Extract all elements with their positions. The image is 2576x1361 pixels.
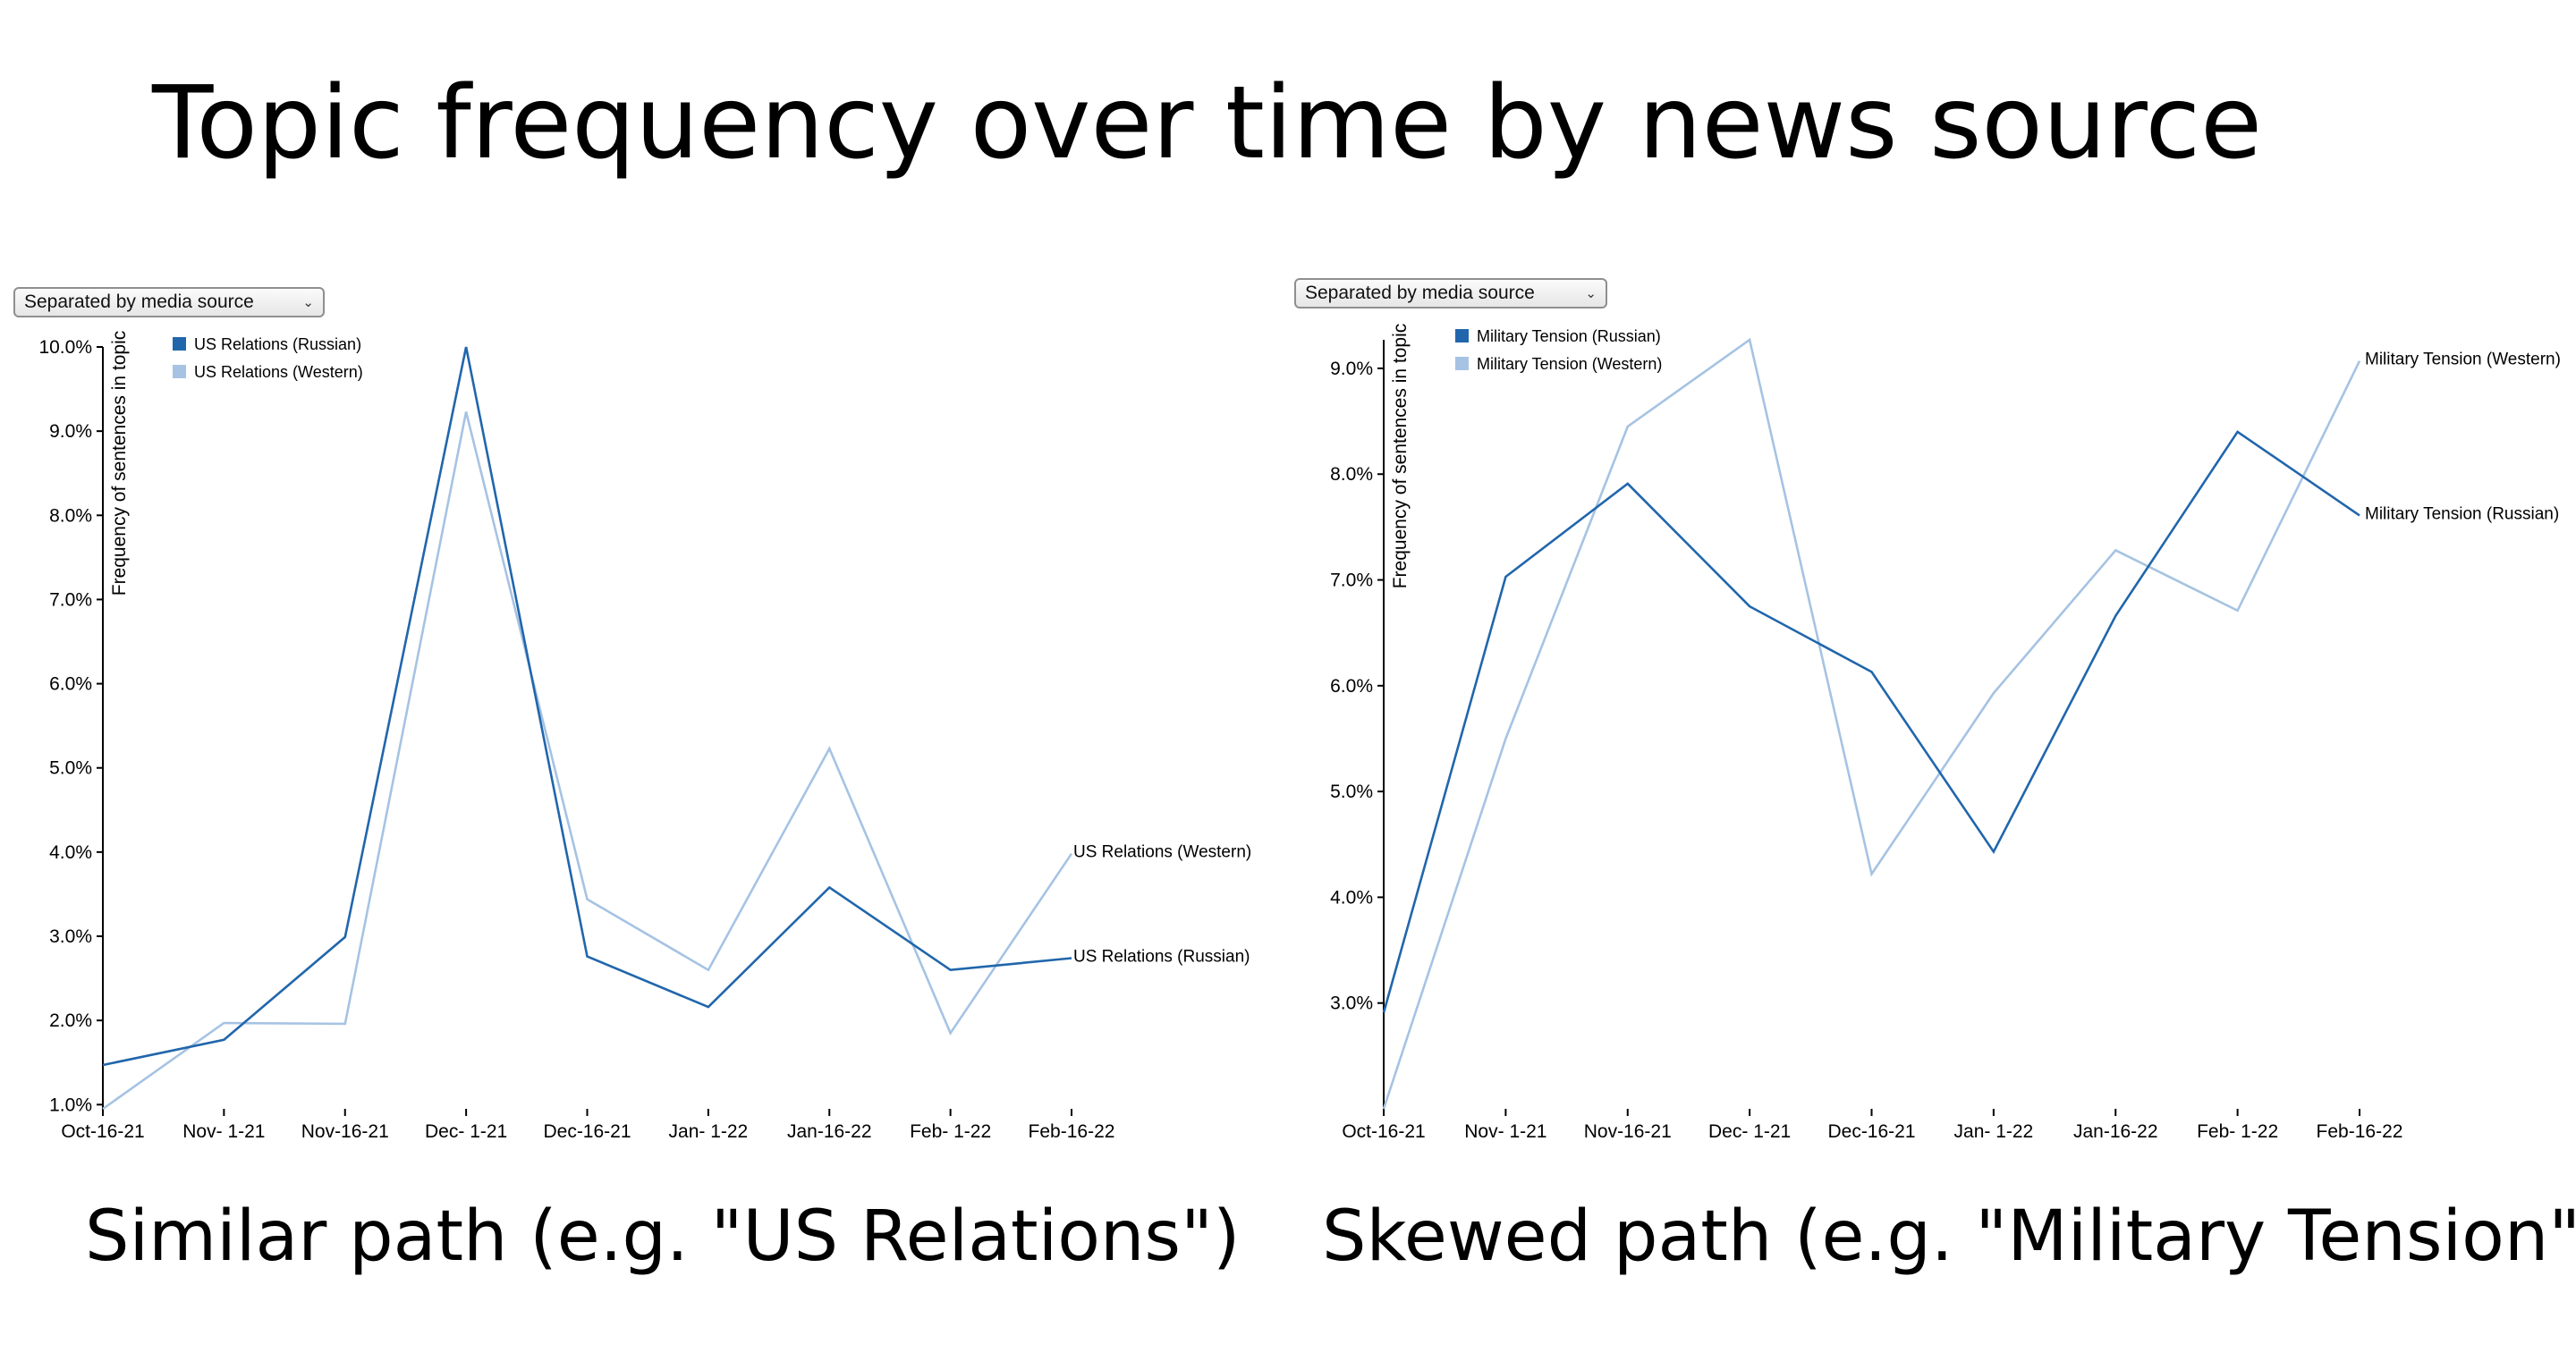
y-tick-label: 5.0% (49, 758, 92, 779)
y-tick-label: 3.0% (1330, 993, 1373, 1014)
end-label-western: Military Tension (Western) (2365, 351, 2561, 369)
media-source-select-right[interactable]: Separated by media source ⌄ (1294, 278, 1607, 309)
x-tick-label: Dec-16-21 (1827, 1121, 1915, 1142)
select-value: Separated by media source (1305, 283, 1535, 303)
y-tick-label: 2.0% (49, 1010, 92, 1031)
legend-swatch-western (173, 365, 186, 378)
legend-swatch-russian (173, 337, 186, 351)
page-title: Topic frequency over time by news source (152, 65, 2262, 182)
legend-label-russian: US Relations (Russian) (194, 335, 361, 353)
y-tick-label: 7.0% (1330, 571, 1373, 591)
y-tick-label: 4.0% (49, 842, 92, 863)
y-axis-title: Frequency of sentences in topic (1390, 324, 1411, 589)
y-tick-label: 1.0% (49, 1095, 92, 1115)
caption-right: Skewed path (e.g. "Military Tension") (1322, 1196, 2576, 1277)
x-tick-label: Feb-16-22 (2317, 1121, 2403, 1142)
x-tick-label: Jan-16-22 (2073, 1121, 2158, 1142)
y-tick-label: 9.0% (1330, 359, 1373, 379)
caption-left: Similar path (e.g. "US Relations") (85, 1196, 1241, 1277)
x-tick-label: Feb-16-22 (1029, 1121, 1115, 1142)
y-tick-label: 7.0% (49, 589, 92, 610)
legend-label-russian: Military Tension (Russian) (1477, 327, 1661, 345)
legend-swatch-western (1455, 357, 1469, 370)
x-tick-label: Jan- 1-22 (1954, 1121, 2034, 1142)
legend-swatch-russian (1455, 329, 1469, 342)
x-tick-label: Oct-16-21 (61, 1121, 144, 1142)
y-tick-label: 9.0% (49, 421, 92, 442)
x-tick-label: Nov- 1-21 (182, 1121, 265, 1142)
x-tick-label: Nov- 1-21 (1464, 1121, 1546, 1142)
chevron-down-icon: ⌄ (302, 295, 314, 310)
media-source-select-left[interactable]: Separated by media source ⌄ (13, 287, 325, 317)
chevron-down-icon: ⌄ (1585, 286, 1597, 301)
x-tick-label: Nov-16-21 (301, 1121, 389, 1142)
x-tick-label: Oct-16-21 (1342, 1121, 1425, 1142)
series-line-western (102, 411, 1073, 1111)
y-axis-title: Frequency of sentences in topic (109, 331, 130, 596)
series-line-russian (1382, 430, 2360, 1013)
us-relations-chart: 1.0% 2.0% 3.0% 4.0% 5.0% 6.0% 7.0% 8.0% 9.0% 10.0… (38, 331, 1251, 1142)
x-tick-label: Feb- 1-22 (2197, 1121, 2278, 1142)
legend-label-western: Military Tension (Western) (1477, 355, 1662, 373)
y-tick-label: 4.0% (1330, 887, 1373, 908)
series-line-russian (102, 346, 1072, 1067)
x-tick-label: Jan-16-22 (787, 1121, 872, 1142)
series-line-western (1382, 337, 2361, 1110)
x-tick-label: Feb- 1-22 (910, 1121, 991, 1142)
military-tension-chart: 3.0% 4.0% 5.0% 6.0% 7.0% 8.0% 9.0% Oct-16-21 Nov… (1330, 324, 2561, 1142)
end-label-russian: Military Tension (Russian) (2365, 504, 2559, 523)
legend-label-western: US Relations (Western) (194, 363, 363, 381)
y-tick-label: 8.0% (1330, 464, 1373, 485)
x-tick-label: Nov-16-21 (1584, 1121, 1672, 1142)
y-tick-label: 3.0% (49, 926, 92, 947)
y-tick-label: 10.0% (38, 337, 92, 358)
x-tick-label: Dec-16-21 (543, 1121, 631, 1142)
select-value: Separated by media source (24, 292, 254, 312)
x-tick-label: Jan- 1-22 (669, 1121, 749, 1142)
end-label-russian: US Relations (Russian) (1073, 947, 1250, 966)
end-label-western: US Relations (Western) (1073, 843, 1251, 862)
y-tick-label: 5.0% (1330, 782, 1373, 802)
y-tick-label: 6.0% (1330, 676, 1373, 697)
y-tick-label: 8.0% (49, 505, 92, 526)
y-tick-label: 6.0% (49, 674, 92, 695)
x-tick-label: Dec- 1-21 (1708, 1121, 1791, 1142)
x-tick-label: Dec- 1-21 (425, 1121, 507, 1142)
